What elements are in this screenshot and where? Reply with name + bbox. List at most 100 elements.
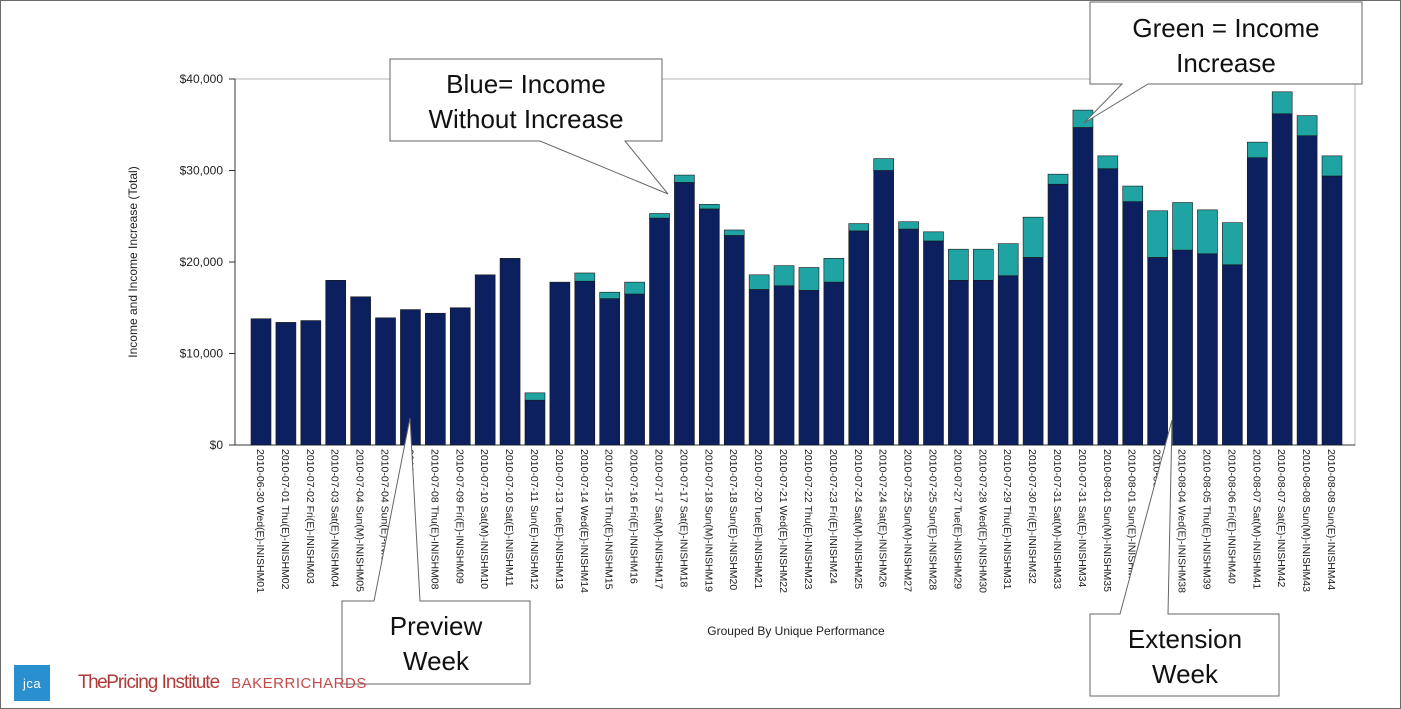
bar-income-without-increase [1047,183,1069,446]
x-tick-label: 2010-07-17 Sat(M)-INISHM17 [653,449,665,589]
bar-income-increase [1296,115,1318,137]
bar-income-without-increase [275,322,297,446]
bar-income-without-increase [300,320,322,446]
x-tick-label: 2010-08-04 Wed(E)-INISHM38 [1176,449,1188,593]
bar-income-without-increase [624,293,645,446]
bar-income-without-increase [599,298,620,446]
bar-income-increase [997,243,1019,277]
bar-income-without-increase [1072,127,1094,446]
bar-income-increase [524,392,546,401]
bar-income-without-increase [499,258,521,446]
jca-logo-text: jca [22,675,42,691]
callout-green-line2: Increase [1176,48,1276,78]
bar-income-without-increase [474,274,496,446]
bar-income-without-increase [923,240,944,446]
x-tick-label: 2010-07-11 Sun(E)-INISHM12 [528,449,540,590]
bar-income-without-increase [1022,257,1044,446]
y-tick-label: $30,000 [180,164,224,178]
x-tick-label: 2010-07-25 Sun(E)-INISHM28 [926,449,938,590]
x-tick-label: 2010-07-18 Sun(E)-INISHM20 [727,449,739,590]
bar-income-without-increase [997,275,1019,446]
callout-preview-line1: Preview [390,611,483,641]
bar-income-without-increase [549,281,571,446]
callout-green-line1: Green = Income [1132,13,1319,43]
x-tick-label: 2010-08-08 Sun(E)-INISHM44 [1325,449,1337,590]
bar-income-increase [948,248,969,281]
callout-preview-line2: Week [403,646,470,676]
bar-income-without-increase [250,318,272,446]
x-tick-label: 2010-08-01 Sun(E)-INISHM36 [1126,449,1138,590]
bar-income-without-increase [674,182,695,446]
bar-income-without-increase [748,289,770,446]
x-tick-label: 2010-07-23 Fri(E)-INISHM24 [827,449,839,584]
bar-income-increase [699,204,720,210]
bar-income-without-increase [873,170,894,446]
y-axis-title: Income and Income Increase (Total) [126,166,140,357]
callout-blue-shape [389,58,669,195]
bar-income-without-increase [1296,135,1318,446]
x-tick-label: 2010-07-24 Sat(E)-INISHM26 [877,449,889,587]
bar-income-increase [574,272,596,282]
bar-income-increase [973,248,994,281]
callout-green-shape [1083,1,1363,124]
bar-income-without-increase [325,279,347,446]
x-tick-label: 2010-07-14 Wed(E)-INISHM14 [578,449,590,593]
x-tick-label: 2010-07-31 Sat(E)-INISHM34 [1076,449,1088,587]
bar-income-increase [748,274,770,290]
x-tick-label: 2010-07-22 Thu(E)-INISHM23 [802,449,814,590]
baker-logo-text: BAKERRICHARDS [231,674,367,692]
bar-income-without-increase [773,285,795,446]
x-tick-label: 2010-07-18 Sun(M)-INISHM19 [702,449,714,592]
x-tick-label: 2010-07-30 Fri(E)-INISHM32 [1026,449,1038,584]
x-tick-label: 2010-08-01 Sun(M)-INISHM35 [1101,449,1113,592]
bar-income-increase [1321,155,1343,177]
bar-income-without-increase [1246,157,1268,446]
x-tick-labels: 2010-06-30 Wed(E)-INISHM01 2010-07-01 Thu… [254,449,1337,593]
x-tick-label: 2010-07-02 Fri(E)-INISHM03 [304,449,316,584]
x-tick-label: 2010-07-25 Sun(M)-INISHM27 [902,449,914,592]
bar-income-without-increase [1197,253,1218,446]
callout-preview: Preview Week [341,417,531,685]
bar-income-without-increase [350,296,371,446]
bar-income-increase [624,281,645,295]
x-tick-label: 2010-07-17 Sat(E)-INISHM18 [677,449,689,587]
bar-income-without-increase [1097,168,1119,446]
bar-income-without-increase [449,307,471,446]
y-tick-label: $0 [210,438,224,452]
bar-income-increase [848,223,870,232]
x-tick-label: 2010-08-07 Sat(E)-INISHM42 [1275,449,1287,587]
x-tick-label: 2010-08-05 Thu(E)-INISHM39 [1200,449,1212,590]
callout-green: Green = Income Increase [1083,1,1363,124]
x-tick-label: 2010-07-04 Sun(M)-INISHM05 [354,449,366,592]
bar-income-without-increase [375,317,396,446]
x-tick-label: 2010-07-24 Sat(M)-INISHM25 [852,449,864,589]
y-tick-label: $10,000 [180,347,224,361]
callout-blue-line2: Without Increase [428,104,623,134]
bar-income-increase [1147,210,1168,258]
bar-income-without-increase [823,281,845,446]
callout-preview-shape [341,417,531,685]
callout-extension-line2: Week [1152,659,1219,689]
bar-income-without-increase [1321,175,1343,446]
pricing-logo-rest: Pricing Institute [106,672,220,693]
bar-income-increase [1022,216,1044,258]
x-tick-label: 2010-07-15 Thu(E)-INISHM15 [603,449,615,590]
x-tick-label: 2010-07-21 Wed(E)-INISHM22 [777,449,789,593]
y-tick-label: $40,000 [180,72,224,86]
callout-blue: Blue= Income Without Increase [389,58,669,195]
bar-income-without-increase [798,290,820,446]
bar-income-increase [1097,155,1119,169]
x-axis-title: Grouped By Unique Performance [707,624,885,638]
bar-income-without-increase [1172,249,1193,446]
jca-logo: jca [14,665,50,701]
bar-income-without-increase [649,217,670,446]
bar-income-without-increase [1222,264,1243,446]
bar-income-without-increase [723,235,745,446]
bar-income-without-increase [973,279,994,446]
callout-extension: Extension Week [1089,419,1280,697]
bar-income-increase [1197,209,1218,255]
x-tick-label: 2010-06-30 Wed(E)-INISHM01 [254,449,266,593]
x-tick-label: 2010-08-06 Fri(E)-INISHM40 [1225,449,1237,584]
x-tick-label: 2010-07-20 Tue(E)-INISHM21 [752,449,764,589]
pricing-institute-logo: ThePricing Institute [78,672,220,694]
